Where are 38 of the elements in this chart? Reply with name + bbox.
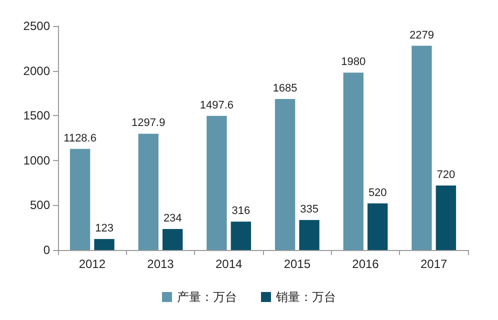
y-tick-label: 500 (30, 198, 50, 212)
bar (230, 222, 252, 250)
x-tick-label: 2015 (284, 257, 311, 271)
x-tick-label: 2014 (215, 257, 243, 271)
data-label: 2279 (409, 29, 434, 42)
bar (343, 72, 364, 250)
y-tick-label: 0 (43, 243, 50, 257)
y-tick-label: 2000 (23, 64, 50, 78)
x-tick-label: 2013 (147, 257, 174, 271)
data-label: 234 (163, 212, 182, 225)
bar (436, 185, 456, 250)
data-label: 335 (300, 203, 318, 216)
legend-label: 销量：万台 (275, 290, 336, 304)
data-label: 1128.6 (64, 132, 96, 144)
data-label: 520 (368, 186, 387, 199)
legend-label: 产量：万台 (177, 290, 237, 304)
bar (206, 116, 227, 250)
data-label: 1980 (341, 56, 366, 68)
bar (299, 220, 320, 250)
bar (162, 229, 183, 250)
data-label: 1685 (272, 82, 298, 95)
data-label: 316 (232, 205, 250, 218)
y-tick-label: 2500 (23, 19, 50, 33)
bar (94, 238, 114, 250)
y-tick-label: 1500 (23, 108, 50, 123)
data-label: 720 (436, 168, 456, 181)
x-tick-label: 2012 (78, 257, 106, 271)
x-tick-label: 2017 (420, 257, 448, 271)
data-label: 1297.9 (132, 117, 166, 130)
data-label: 1497.6 (200, 99, 234, 112)
x-tick-label: 2016 (352, 257, 380, 271)
bar (138, 134, 158, 250)
bar (412, 46, 432, 250)
y-tick-label: 1000 (23, 153, 50, 168)
data-label: 123 (95, 222, 114, 234)
bar (70, 148, 90, 250)
bar (368, 203, 388, 250)
bar (274, 99, 296, 250)
